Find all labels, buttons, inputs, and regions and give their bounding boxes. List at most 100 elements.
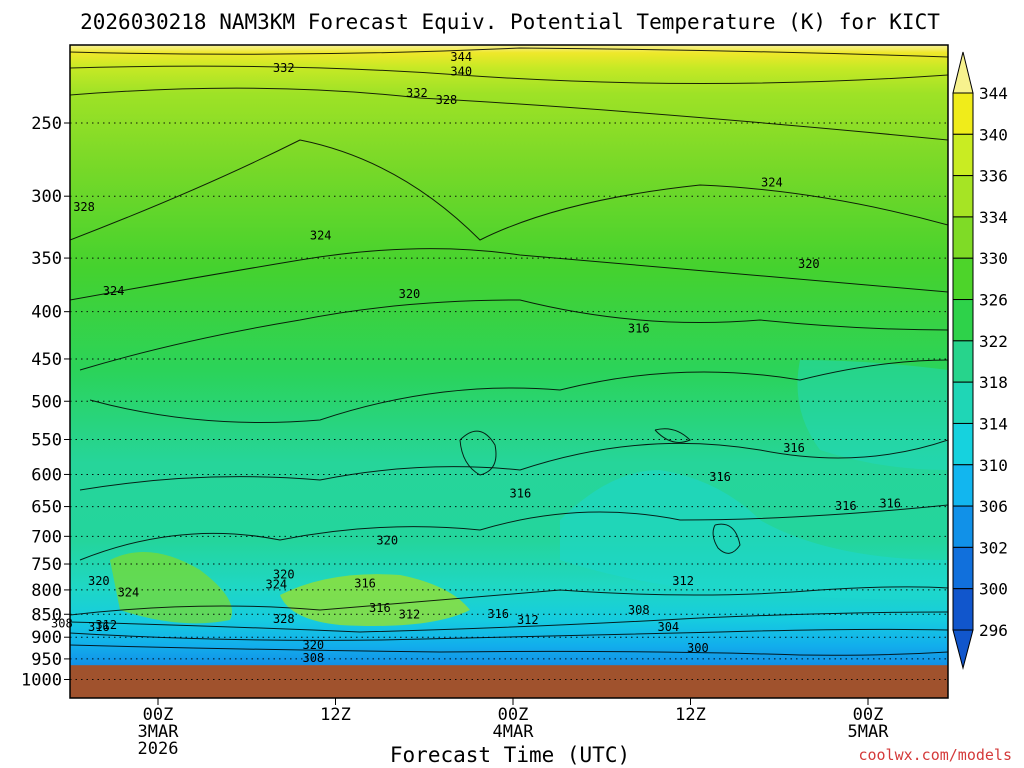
contour-label-5: 328 <box>73 200 95 214</box>
contour-label-21: 324 <box>265 577 287 591</box>
lowlevel-cool-pocket <box>560 470 948 600</box>
contour-label-13: 316 <box>709 470 731 484</box>
colorbar-label-344: 344 <box>979 84 1008 103</box>
x-tick-label-3-1: 12Z <box>675 705 706 725</box>
contour-label-0: 344 <box>450 50 472 64</box>
pressure-gridlines <box>70 122 948 680</box>
y-tick-label-800: 800 <box>31 581 62 601</box>
y-axis: 250 300 350 400 450 500 550 600 650 700 750 800 850 9… <box>21 114 70 691</box>
colorbar-label-334: 334 <box>979 208 1008 227</box>
colorbar-label-300: 300 <box>979 580 1008 599</box>
contour-label-1: 340 <box>450 65 472 79</box>
colorbar-label-322: 322 <box>979 332 1008 351</box>
colorbar-bin-306 <box>952 464 974 507</box>
contour-label-25: 312 <box>399 607 421 621</box>
warm-pocket-left <box>110 552 232 624</box>
x-tick-label-1-1: 12Z <box>320 705 351 725</box>
contour-label-8: 324 <box>103 284 125 298</box>
contour-label-16: 316 <box>879 496 901 510</box>
y-tick-label-250: 250 <box>31 114 62 134</box>
colorbar-bin-334 <box>952 175 974 218</box>
contour-label-18: 320 <box>88 574 110 588</box>
contour-label-31: 308 <box>628 603 650 617</box>
x-tick-label-0-3: 2026 <box>138 739 179 759</box>
plot-area <box>70 45 948 698</box>
x-tick-label-2-2: 4MAR <box>493 722 535 742</box>
chart-title: 2026030218 NAM3KM Forecast Equiv. Potent… <box>80 10 940 34</box>
contour-label-20: 324 <box>118 585 140 599</box>
y-tick-label-700: 700 <box>31 527 62 547</box>
colorbar-bin-326 <box>952 257 974 301</box>
contour-label-29: 316 <box>487 607 509 621</box>
contour-label-11: 316 <box>628 321 650 335</box>
x-tick-label-4-2: 5MAR <box>848 722 890 742</box>
contour-label-33: 312 <box>672 574 694 588</box>
colorbar-label-318: 318 <box>979 373 1008 392</box>
contour-label-15: 316 <box>835 499 857 513</box>
x-axis-label: Forecast Time (UTC) <box>390 743 630 767</box>
midlevel-cool-pocket <box>797 360 948 470</box>
colorbar-label-336: 336 <box>979 167 1008 186</box>
y-tick-label-350: 350 <box>31 249 62 269</box>
contour-label-14: 316 <box>783 441 805 455</box>
contour-label-10: 320 <box>798 257 820 271</box>
contour-label-6: 324 <box>761 176 783 190</box>
colorbar-label-340: 340 <box>979 125 1008 144</box>
colorbar-bin-322 <box>952 299 974 342</box>
y-tick-label-1000: 1000 <box>21 671 62 691</box>
y-tick-label-900: 900 <box>31 628 62 648</box>
x-tick-label-4-1: 00Z <box>853 705 884 725</box>
y-tick-label-600: 600 <box>31 465 62 485</box>
colorbar-bin-330 <box>952 216 974 259</box>
x-tick-label-0-1: 00Z <box>143 705 174 725</box>
contour-label-32: 304 <box>657 620 679 634</box>
colorbar-label-314: 314 <box>979 414 1008 433</box>
contour-label-27: 312 <box>95 618 117 632</box>
colorbar: 344 340 336 334 330 326 322 318 314 310 306 302 300 2… <box>952 51 1008 670</box>
colorbar-label-302: 302 <box>979 538 1008 557</box>
colorbar-bin-340 <box>952 92 974 135</box>
colorbar-bin-302 <box>952 505 974 548</box>
contour-label-22: 316 <box>354 576 376 590</box>
credit-text: coolwx.com/models <box>858 746 1012 764</box>
y-tick-label-750: 750 <box>31 555 62 575</box>
colorbar-label-296: 296 <box>979 621 1008 640</box>
colorbar-label-306: 306 <box>979 497 1008 516</box>
contour-label-30: 312 <box>517 613 539 627</box>
colorbar-bin-310 <box>952 422 974 466</box>
x-tick-label-0-2: 3MAR <box>138 722 180 742</box>
y-tick-label-300: 300 <box>31 187 62 207</box>
y-tick-label-450: 450 <box>31 350 62 370</box>
colorbar-label-310: 310 <box>979 456 1008 475</box>
contour-label-35: 320 <box>302 638 324 652</box>
contour-label-24: 316 <box>369 601 391 615</box>
contour-label-3: 332 <box>406 86 428 100</box>
y-tick-label-650: 650 <box>31 498 62 518</box>
colorbar-bin-300 <box>952 546 974 590</box>
contour-label-28: 308 <box>51 617 73 631</box>
surface-ground <box>70 665 948 698</box>
contour-lines <box>70 47 948 656</box>
contour-label-12: 316 <box>510 486 532 500</box>
colorbar-bin-336 <box>952 133 974 177</box>
contour-label-17: 320 <box>376 533 398 547</box>
contour-label-2: 332 <box>273 61 295 75</box>
colorbar-bin-314 <box>952 381 974 424</box>
y-tick-label-550: 550 <box>31 431 62 451</box>
contour-label-19: 320 <box>273 568 295 582</box>
y-tick-label-400: 400 <box>31 303 62 323</box>
colorbar-bottom-arrow <box>952 629 974 670</box>
colorbar-label-330: 330 <box>979 249 1008 268</box>
colorbar-label-326: 326 <box>979 291 1008 310</box>
contour-label-9: 320 <box>399 287 421 301</box>
contour-label-36: 308 <box>302 651 324 665</box>
x-tick-label-2-1: 00Z <box>498 705 529 725</box>
colorbar-bin-296 <box>952 588 974 631</box>
warm-pocket-middle <box>280 574 470 626</box>
contour-label-7: 324 <box>310 229 332 243</box>
contour-label-26: 316 <box>88 620 110 634</box>
y-tick-label-850: 850 <box>31 605 62 625</box>
